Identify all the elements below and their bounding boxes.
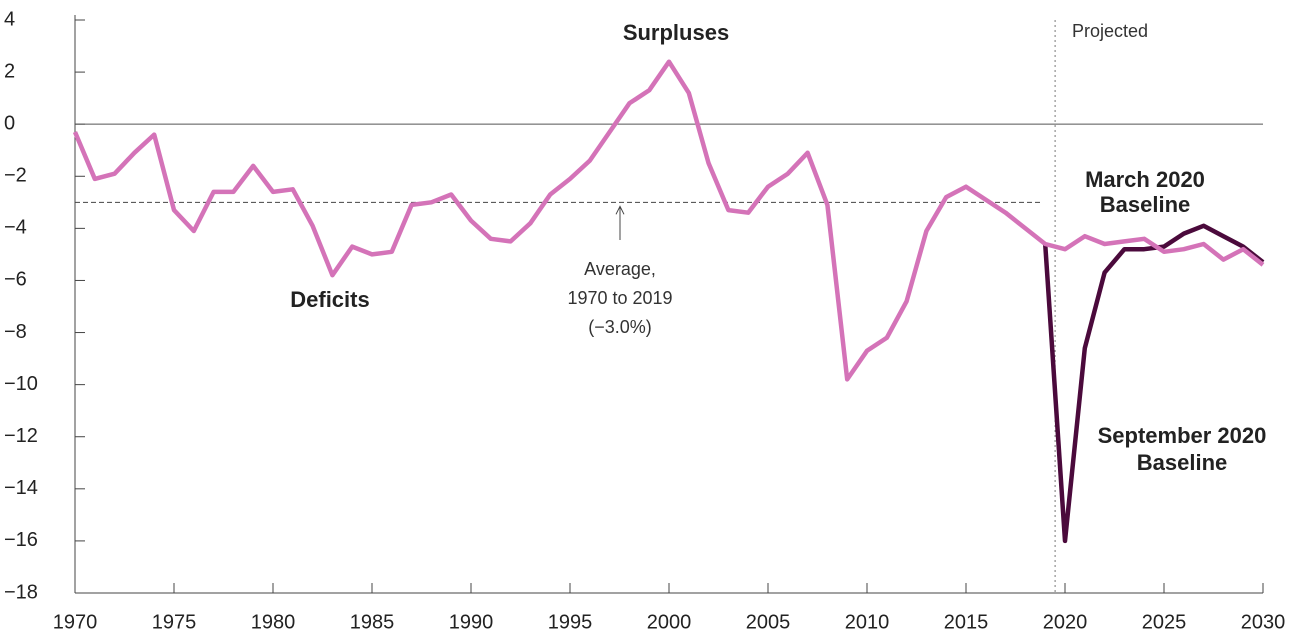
x-tick-label: 1995: [548, 611, 593, 633]
annotation: (−3.0%): [588, 317, 652, 337]
x-tick-label: 1975: [152, 611, 197, 633]
annotation: Surpluses: [623, 20, 729, 45]
x-tick-label: 2030: [1241, 611, 1286, 633]
legend-label: September 2020: [1098, 423, 1267, 448]
x-tick-label: 1970: [53, 611, 98, 633]
x-tick-label: 2000: [647, 611, 692, 633]
y-tick-label: −4: [4, 217, 27, 239]
y-tick-label: 2: [4, 60, 15, 82]
y-tick-label: −16: [4, 529, 38, 551]
x-tick-label: 1985: [350, 611, 395, 633]
y-tick-label: −10: [4, 373, 38, 395]
y-tick-label: −6: [4, 269, 27, 291]
y-tick-label: −2: [4, 165, 27, 187]
arrow-head: [615, 205, 625, 215]
y-tick-label: 4: [4, 8, 15, 30]
x-tick-label: 1980: [251, 611, 296, 633]
legend-label: Baseline: [1100, 192, 1191, 217]
y-tick-label: 0: [4, 112, 15, 134]
y-tick-label: −14: [4, 477, 38, 499]
annotation: 1970 to 2019: [567, 288, 672, 308]
y-tick-label: −18: [4, 581, 38, 603]
y-tick-label: −8: [4, 321, 27, 343]
legend-label: Baseline: [1137, 450, 1228, 475]
x-tick-label: 2010: [845, 611, 890, 633]
x-tick-label: 2015: [944, 611, 989, 633]
series-line: [1042, 223, 1265, 544]
x-tick-label: 2025: [1142, 611, 1187, 633]
annotation: Deficits: [290, 287, 369, 312]
series-line: [72, 59, 1265, 382]
annotation: Average,: [584, 259, 656, 279]
x-tick-label: 2020: [1043, 611, 1088, 633]
y-tick-label: −12: [4, 425, 38, 447]
x-tick-label: 2005: [746, 611, 791, 633]
x-tick-label: 1990: [449, 611, 494, 633]
annotation: Projected: [1072, 21, 1148, 41]
legend-label: March 2020: [1085, 167, 1205, 192]
